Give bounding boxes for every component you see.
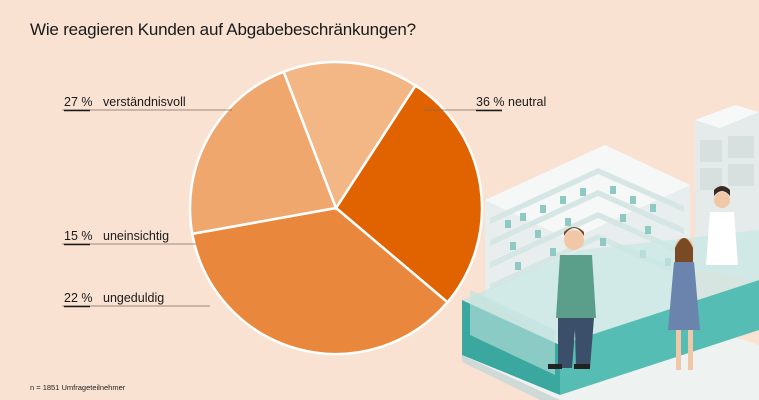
slice-percent-neutral: 36 % — [476, 95, 505, 109]
pie-slice-neutral — [190, 206, 450, 356]
slice-label-verstndnisvoll: verständnisvoll — [103, 95, 186, 109]
slice-percent-ungeduldig: 22 % — [64, 291, 93, 305]
slice-label-uneinsichtig: uneinsichtig — [103, 229, 169, 243]
pie-labels: 27 % verständnisvoll 36 % neutral 22 % ungedu… — [62, 95, 546, 308]
pie-slice-verstndnisvoll — [334, 83, 484, 304]
slice-percent-verstndnisvoll: 27 % — [64, 95, 93, 109]
slice-percent-uneinsichtig: 15 % — [64, 229, 93, 243]
pie-slice-ungeduldig — [188, 70, 338, 236]
slice-label-neutral: neutral — [508, 95, 546, 109]
pie-slices — [188, 60, 484, 356]
pie-slice-uneinsichtig — [282, 60, 418, 211]
chart-title: Wie reagieren Kunden auf Abgabebeschränk… — [30, 20, 416, 39]
sample-size-note: n = 1851 Umfrageteilnehmer — [30, 383, 126, 392]
slice-label-ungeduldig: ungeduldig — [103, 291, 164, 305]
